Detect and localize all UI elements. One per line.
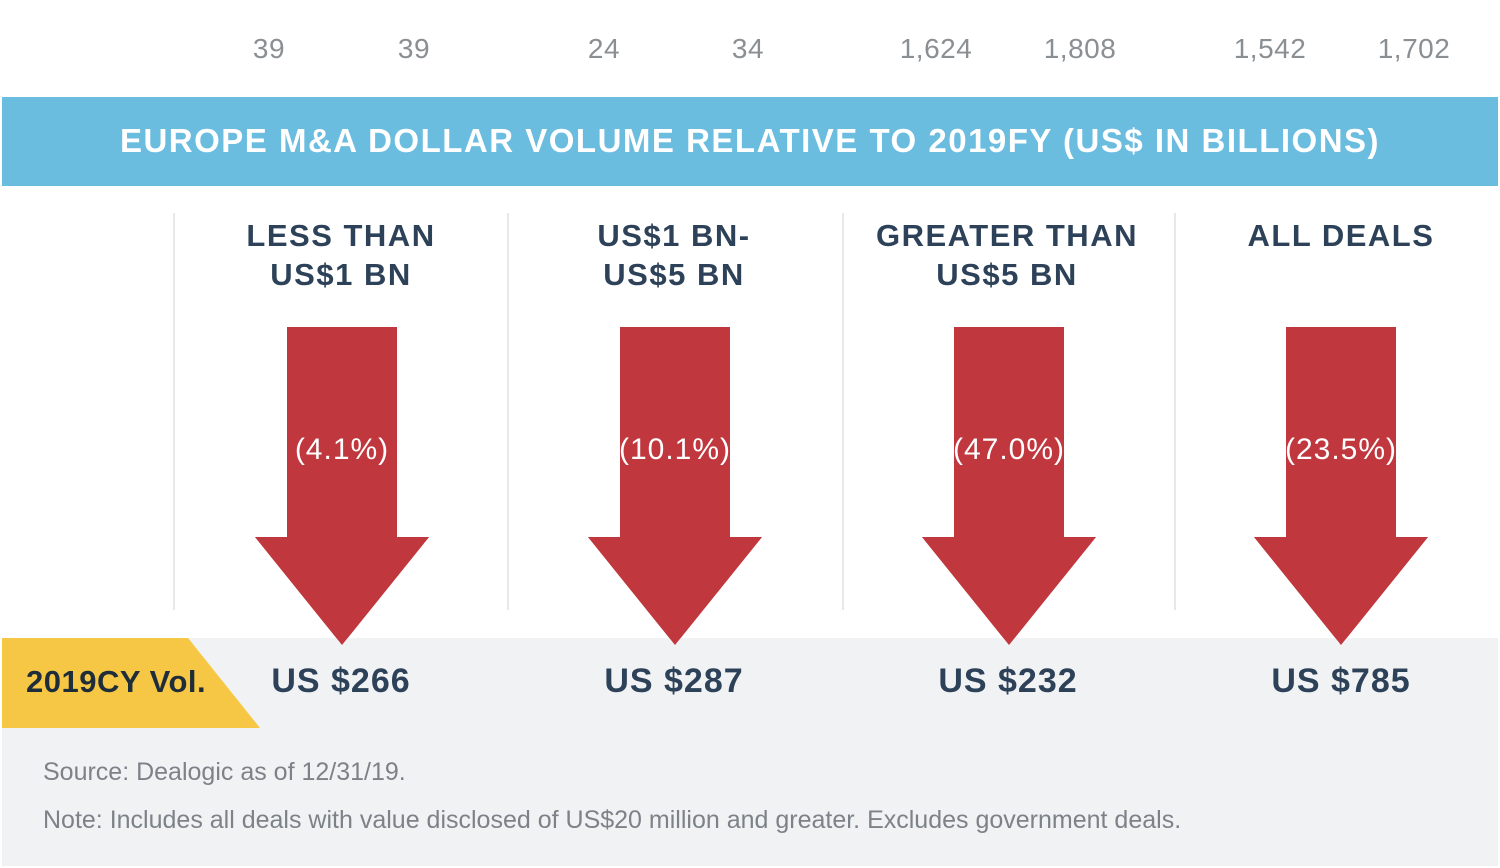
volume-value: US $287 — [604, 662, 744, 700]
percent-change-label: (4.1%) — [294, 433, 390, 466]
category-label-line1: ALL DEALS — [1247, 218, 1435, 253]
footer — [2, 728, 1498, 866]
category-label: US$1 BN- US$5 BN — [524, 216, 824, 294]
top-value: 1,702 — [1377, 33, 1451, 64]
footnote: Note: Includes all deals with value disc… — [43, 806, 1182, 834]
category-label-line2: US$1 BN — [270, 257, 412, 292]
category-label-line1: GREATER THAN — [876, 218, 1138, 253]
category-label-line2: US$5 BN — [603, 257, 745, 292]
column-divider — [507, 213, 509, 610]
percent-change-label: (23.5%) — [1284, 433, 1398, 466]
top-value: 39 — [397, 33, 431, 64]
category-label: LESS THAN US$1 BN — [191, 216, 491, 294]
top-value: 1,808 — [1043, 33, 1117, 64]
category-label-line2: US$5 BN — [936, 257, 1078, 292]
title-banner — [2, 97, 1498, 186]
column-divider — [1174, 213, 1176, 610]
volume-value: US $232 — [938, 662, 1078, 700]
volume-row-label: 2019CY Vol. — [26, 664, 207, 699]
column-divider — [842, 213, 844, 610]
percent-change-label: (10.1%) — [618, 433, 732, 466]
category-label: GREATER THAN US$5 BN — [857, 216, 1157, 294]
top-value: 1,542 — [1233, 33, 1307, 64]
top-value: 39 — [252, 33, 286, 64]
top-value: 24 — [587, 33, 621, 64]
column-divider — [173, 213, 175, 610]
volume-value: US $785 — [1271, 662, 1411, 700]
down-arrow-icon — [1254, 327, 1428, 645]
top-values-row: 39 39 24 34 1,624 1,808 1,542 1,702 — [0, 0, 1500, 97]
top-value: 1,624 — [899, 33, 973, 64]
category-label: ALL DEALS — [1191, 216, 1491, 255]
volume-row — [2, 638, 1498, 728]
source-note: Source: Dealogic as of 12/31/19. — [43, 758, 406, 786]
volume-value: US $266 — [271, 662, 411, 700]
category-label-line1: US$1 BN- — [597, 218, 751, 253]
volume-tag — [2, 638, 260, 728]
category-label-line1: LESS THAN — [246, 218, 436, 253]
chart-title: EUROPE M&A DOLLAR VOLUME RELATIVE TO 201… — [119, 122, 1381, 159]
percent-change-label: (47.0%) — [952, 433, 1066, 466]
top-value: 34 — [731, 33, 765, 64]
down-arrow-icon — [588, 327, 762, 645]
down-arrow-icon — [255, 327, 429, 645]
down-arrow-icon — [922, 327, 1096, 645]
